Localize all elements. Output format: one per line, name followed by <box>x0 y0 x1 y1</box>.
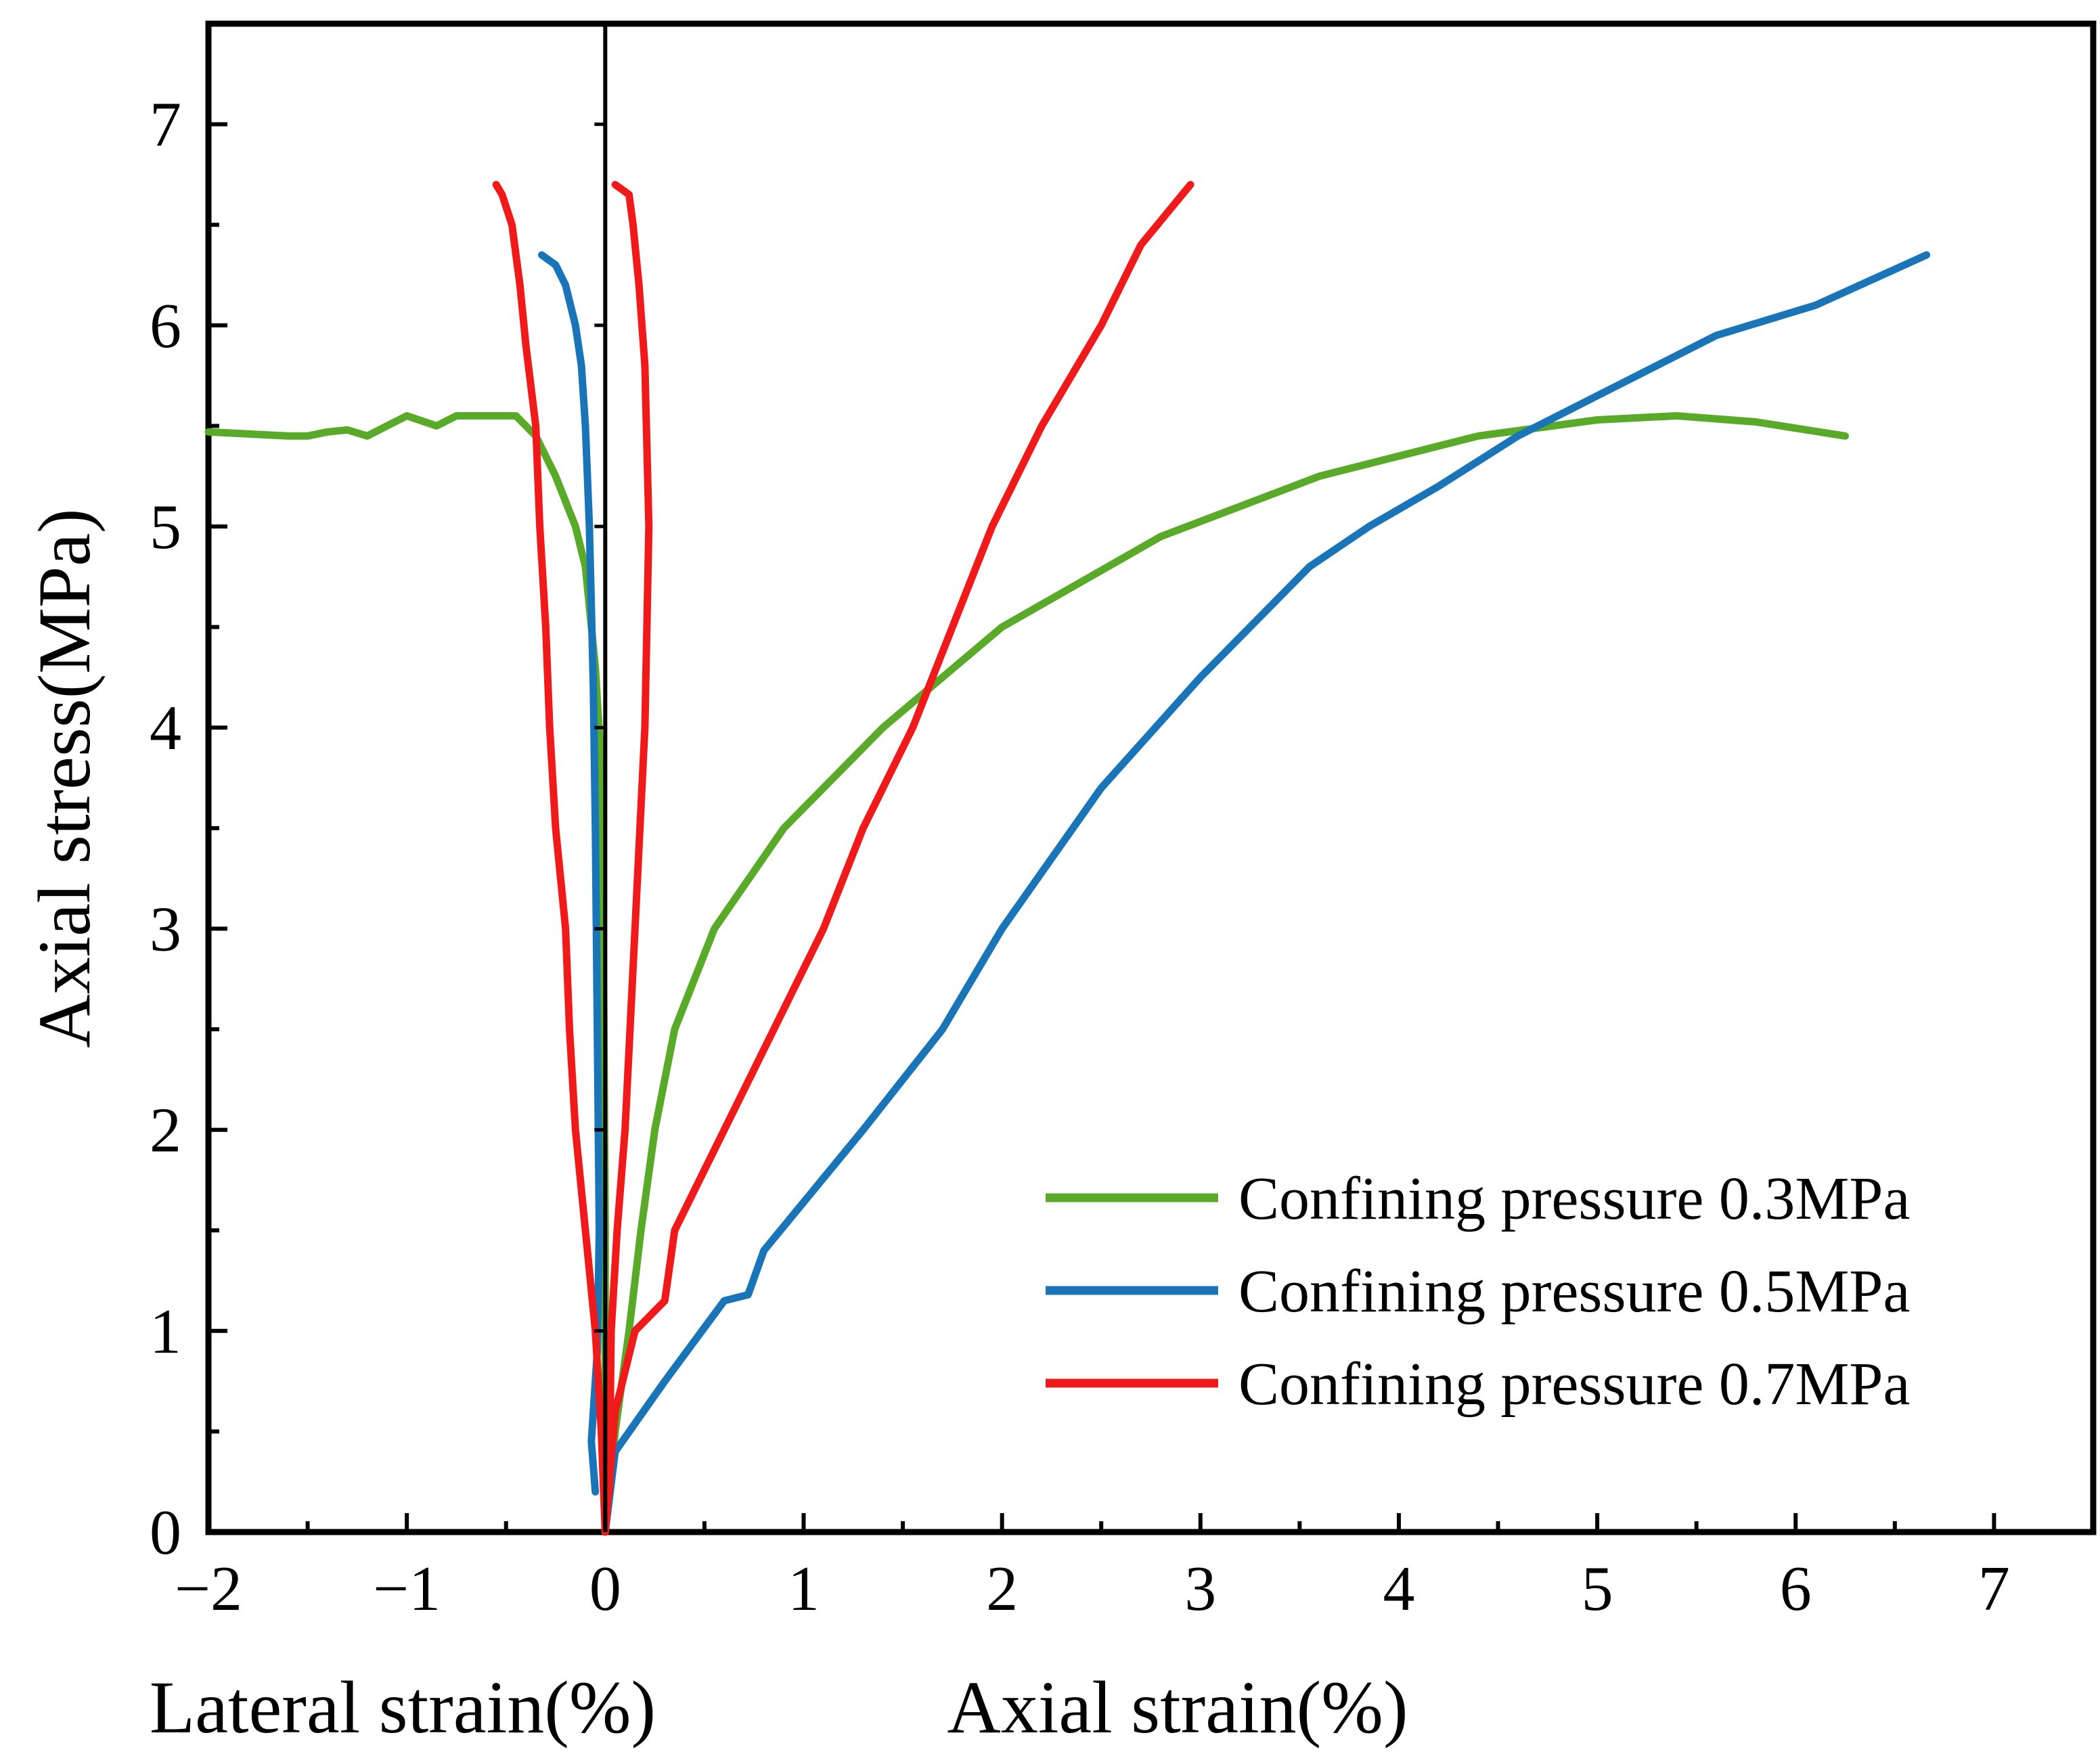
x-tick-label: −2 <box>175 1554 242 1624</box>
y-tick-label: 1 <box>150 1297 181 1367</box>
y-tick-label: 7 <box>150 90 181 160</box>
x-axis-title-lateral: Lateral strain(%) <box>150 1666 656 1749</box>
x-axis-title-axial: Axial strain(%) <box>947 1666 1408 1749</box>
y-tick-label: 5 <box>150 492 181 562</box>
x-tick-label: 4 <box>1383 1554 1414 1624</box>
y-tick-label: 3 <box>150 894 181 964</box>
plot-frame <box>205 20 2097 1535</box>
curves-group <box>204 181 1931 1536</box>
y-tick-label: 0 <box>150 1498 181 1568</box>
legend-label-1: Confining pressure 0.3MPa <box>1238 1165 1910 1232</box>
x-tick-label: 2 <box>986 1554 1018 1624</box>
zero-axis-ticks-group <box>594 122 606 1333</box>
x-tick-label: −1 <box>373 1554 441 1624</box>
series-2-axial-line <box>601 251 1931 1536</box>
x-tick-label: 1 <box>788 1554 820 1624</box>
y-ticks-group: 0 1 2 3 4 5 6 7 <box>150 22 227 1568</box>
x-tick-label: 6 <box>1780 1554 1812 1624</box>
x-ticks-group: −2 −1 0 1 2 3 4 5 6 7 <box>175 1513 2010 1624</box>
legend: Confining pressure 0.3MPa Confining press… <box>1046 1165 1910 1418</box>
x-tick-label: 7 <box>1978 1554 2010 1624</box>
y-tick-label: 6 <box>150 291 181 361</box>
x-tick-label: 0 <box>589 1554 621 1624</box>
series-1-lateral-line <box>204 412 609 1536</box>
series-3-lateral-line <box>492 181 609 1536</box>
series-1-axial-line <box>601 412 1850 1536</box>
series-3-axial-line <box>601 181 1194 1536</box>
x-tick-label: 5 <box>1582 1554 1613 1624</box>
y-axis-title: Axial stress(MPa) <box>23 508 106 1048</box>
y-tick-label: 4 <box>150 693 181 763</box>
y-tick-label: 2 <box>150 1096 181 1166</box>
series-3-lateral-inner-line <box>605 181 653 1496</box>
legend-label-3: Confining pressure 0.7MPa <box>1238 1351 1910 1418</box>
legend-label-2: Confining pressure 0.5MPa <box>1238 1258 1910 1325</box>
x-tick-label: 3 <box>1184 1554 1216 1624</box>
